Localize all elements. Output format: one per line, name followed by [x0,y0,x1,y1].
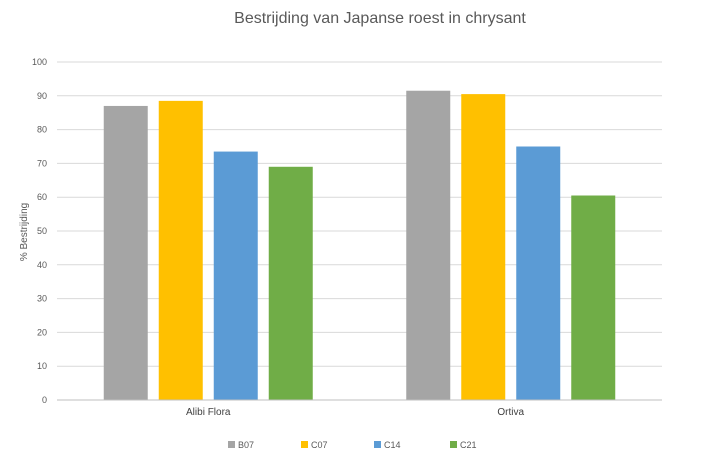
y-tick-label: 20 [37,327,47,337]
bar-b07-1 [103,105,148,400]
legend-swatch-b07 [228,441,235,448]
legend-swatch-c14 [374,441,381,448]
y-tick-label: 30 [37,294,47,304]
gridlines [57,61,662,367]
y-tick-label: 100 [32,57,47,67]
x-category-label: Ortiva [497,407,524,418]
chart-title: Bestrijding van Japanse roest in chrysan… [234,10,526,27]
x-axis-categories: Alibi Flora Ortiva [186,407,525,418]
y-axis-ticks: 0 10 20 30 40 50 60 70 80 90 100 [32,57,47,405]
y-tick-label: 0 [42,395,47,405]
y-tick-label: 90 [37,91,47,101]
bar-c14-2 [516,146,561,400]
x-category-label: Alibi Flora [186,407,231,418]
legend-swatch-c21 [450,441,457,448]
bar-c07-2 [461,94,506,401]
bars [103,90,616,401]
bar-c21-2 [571,195,616,400]
y-tick-label: 10 [37,361,47,371]
legend-label-c21: C21 [460,440,477,450]
legend-label-c14: C14 [384,440,401,450]
bar-c14-1 [213,151,258,400]
y-tick-label: 50 [37,226,47,236]
y-tick-label: 80 [37,125,47,135]
legend-swatch-c07 [301,441,308,448]
y-tick-label: 60 [37,192,47,202]
y-tick-label: 70 [37,158,47,168]
y-tick-label: 40 [37,260,47,270]
legend: B07 C07 C14 C21 [228,440,477,450]
bar-b07-2 [406,90,451,400]
y-axis-label: % Bestrijding [19,203,30,261]
bar-c07-1 [158,100,203,401]
legend-label-c07: C07 [311,440,328,450]
legend-label-b07: B07 [238,440,254,450]
bar-c21-1 [268,166,313,400]
